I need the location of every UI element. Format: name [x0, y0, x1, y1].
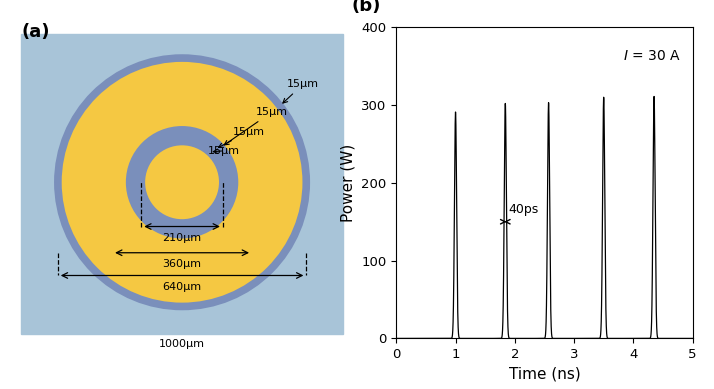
- Text: 15μm: 15μm: [224, 107, 288, 145]
- Text: 15μm: 15μm: [283, 79, 319, 103]
- Text: $I$ = 30 A: $I$ = 30 A: [623, 49, 680, 63]
- Bar: [21, 33, 343, 335]
- Y-axis label: Power (W): Power (W): [341, 144, 356, 222]
- Circle shape: [142, 142, 222, 222]
- Text: 15μm: 15μm: [218, 126, 265, 147]
- Circle shape: [58, 58, 306, 307]
- Text: 1000μm: 1000μm: [159, 339, 205, 349]
- Text: 210μm: 210μm: [163, 233, 201, 243]
- Text: 15μm: 15μm: [208, 146, 241, 156]
- Text: 360μm: 360μm: [163, 259, 201, 269]
- Text: (a): (a): [21, 23, 50, 41]
- X-axis label: Time (ns): Time (ns): [508, 367, 580, 382]
- Text: (b): (b): [352, 0, 381, 15]
- Text: 40ps: 40ps: [508, 203, 538, 216]
- Text: 640μm: 640μm: [163, 282, 201, 292]
